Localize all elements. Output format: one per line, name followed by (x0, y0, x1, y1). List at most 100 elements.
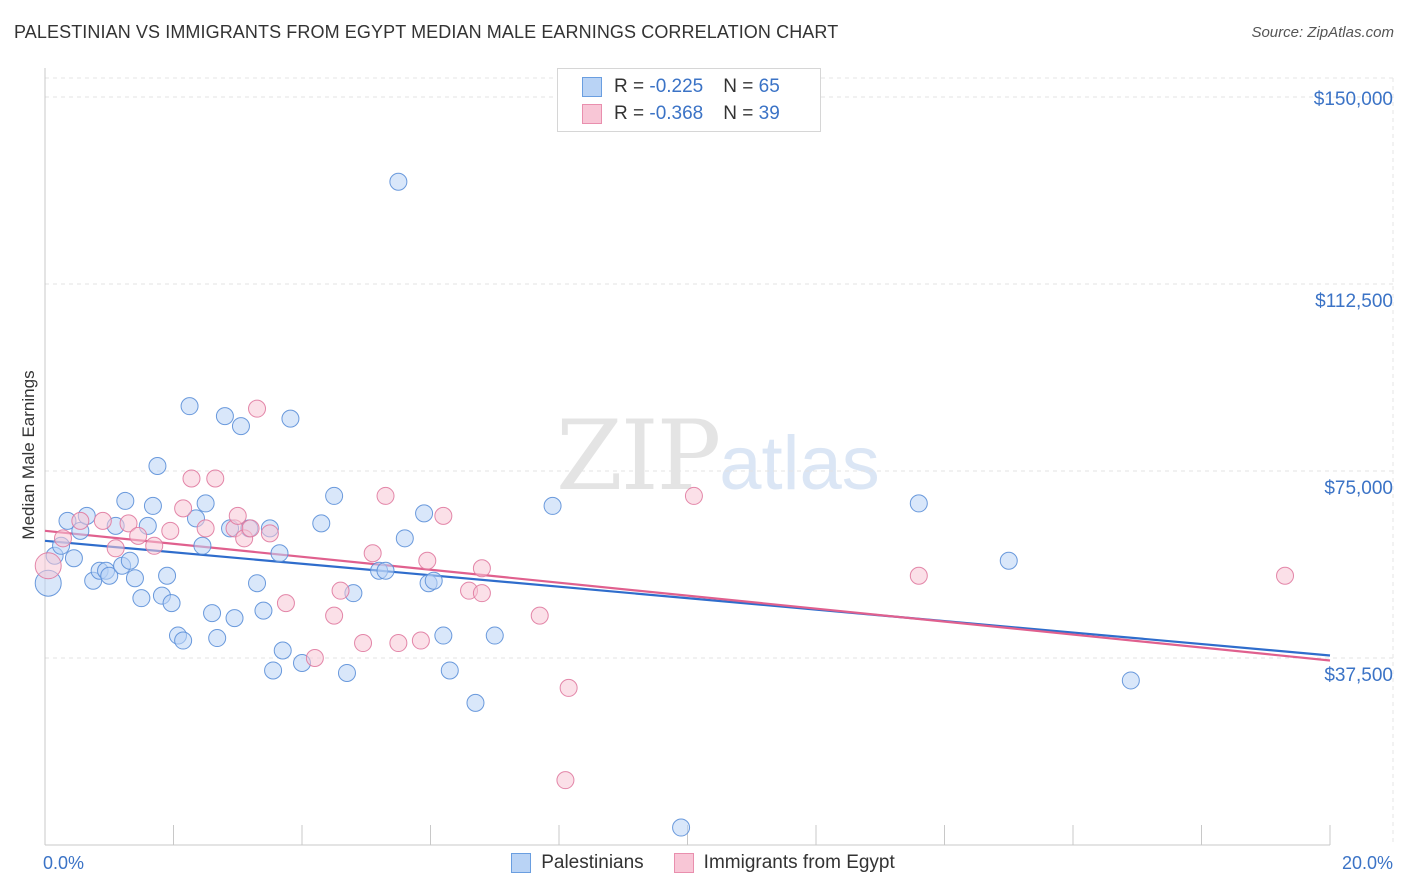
point-palestinians (132, 589, 151, 608)
point-egypt (276, 594, 295, 613)
y-tick-label: $150,000 (1314, 89, 1393, 110)
point-palestinians (231, 417, 250, 436)
point-palestinians (148, 457, 167, 476)
point-egypt (228, 506, 247, 525)
point-palestinians (215, 407, 234, 426)
point-palestinians (440, 661, 459, 680)
point-egypt (93, 511, 112, 530)
point-egypt (331, 581, 350, 600)
point-palestinians (248, 574, 267, 593)
axis-labels: $37,500 $75,000 $112,500 $150,000 0.0% 20.0% M… (19, 89, 1393, 873)
legend-label-egypt: Immigrants from Egypt (703, 852, 895, 873)
point-palestinians (325, 486, 344, 505)
legend-n-label: N = (723, 76, 759, 97)
trend-lines (44, 529, 1331, 662)
point-palestinians (424, 571, 443, 590)
y-tick-label: $37,500 (1324, 665, 1393, 686)
point-palestinians (208, 629, 227, 648)
legend-row-egypt: R = -0.368 N = 39 (582, 102, 780, 126)
point-egypt (1276, 566, 1295, 585)
point-egypt (174, 499, 193, 518)
point-palestinians (376, 561, 395, 580)
point-palestinians (909, 494, 928, 513)
point-egypt (182, 469, 201, 488)
point-palestinians (158, 566, 177, 585)
point-palestinians (143, 496, 162, 515)
legend-r-label: R = (614, 76, 650, 97)
point-egypt (376, 486, 395, 505)
point-egypt (305, 649, 324, 667)
point-egypt (411, 631, 430, 650)
point-egypt (434, 506, 453, 525)
point-palestinians (337, 663, 356, 682)
point-egypt (389, 634, 408, 653)
legend-label-palestinians: Palestinians (541, 852, 644, 873)
point-egypt (472, 584, 491, 603)
point-egypt (71, 511, 90, 530)
point-palestinians (120, 551, 139, 570)
point-palestinians (100, 566, 119, 585)
point-egypt (248, 399, 267, 418)
point-egypt (145, 536, 164, 555)
point-palestinians (254, 601, 273, 620)
point-palestinians (116, 491, 135, 510)
point-palestinians (466, 693, 485, 712)
legend-swatch-pink (673, 853, 694, 873)
data-points (34, 172, 1295, 837)
point-egypt (325, 606, 344, 625)
point-palestinians (162, 594, 181, 613)
legend-r-label: R = (614, 103, 650, 124)
point-palestinians (270, 544, 289, 563)
series-legend: Palestinians Immigrants from Egypt (0, 852, 1406, 874)
axes (44, 68, 1331, 846)
point-palestinians (485, 626, 504, 645)
legend-n-value: 65 (758, 76, 780, 97)
point-palestinians (999, 551, 1018, 570)
trend-line-egypt (44, 529, 1331, 662)
y-axis-title: Median Male Earnings (19, 370, 38, 539)
point-egypt (34, 552, 62, 580)
stats-legend: R = -0.225 N = 65 R = -0.368 N = 39 (557, 68, 821, 132)
point-palestinians (672, 818, 691, 837)
point-palestinians (1121, 671, 1140, 690)
point-palestinians (174, 631, 193, 650)
point-palestinians (180, 397, 199, 416)
point-egypt (363, 544, 382, 563)
point-egypt (354, 634, 373, 653)
trend-line-palestinians (44, 539, 1331, 657)
y-tick-label: $75,000 (1324, 478, 1393, 499)
legend-n-label: N = (723, 103, 759, 124)
point-egypt (530, 606, 549, 625)
point-egypt (260, 524, 279, 543)
point-egypt (196, 519, 215, 538)
point-palestinians (395, 529, 414, 548)
point-egypt (129, 526, 148, 545)
point-egypt (106, 539, 125, 558)
point-palestinians (196, 494, 215, 513)
legend-r-value: -0.368 (649, 103, 704, 124)
point-egypt (472, 559, 491, 578)
source-label: Source: ZipAtlas.com (1251, 24, 1394, 41)
x-tick-label: 20.0% (1342, 853, 1393, 873)
point-egypt (206, 469, 225, 488)
legend-item-palestinians[interactable]: Palestinians (511, 852, 644, 874)
legend-n-value: 39 (758, 103, 780, 124)
point-palestinians (415, 504, 434, 523)
legend-r-value: -0.225 (649, 76, 704, 97)
point-palestinians (312, 514, 331, 533)
x-tick-label: 0.0% (43, 853, 84, 873)
point-egypt (241, 519, 260, 538)
point-palestinians (543, 496, 562, 515)
point-egypt (684, 486, 703, 505)
legend-item-egypt[interactable]: Immigrants from Egypt (673, 852, 895, 874)
point-palestinians (64, 549, 83, 568)
legend-swatch-blue (582, 77, 602, 97)
point-palestinians (389, 172, 408, 191)
point-egypt (53, 529, 72, 548)
point-palestinians (281, 409, 300, 428)
legend-swatch-pink (582, 104, 602, 124)
point-egypt (161, 521, 180, 540)
gridlines (45, 77, 1395, 845)
legend-swatch-blue (511, 853, 532, 873)
